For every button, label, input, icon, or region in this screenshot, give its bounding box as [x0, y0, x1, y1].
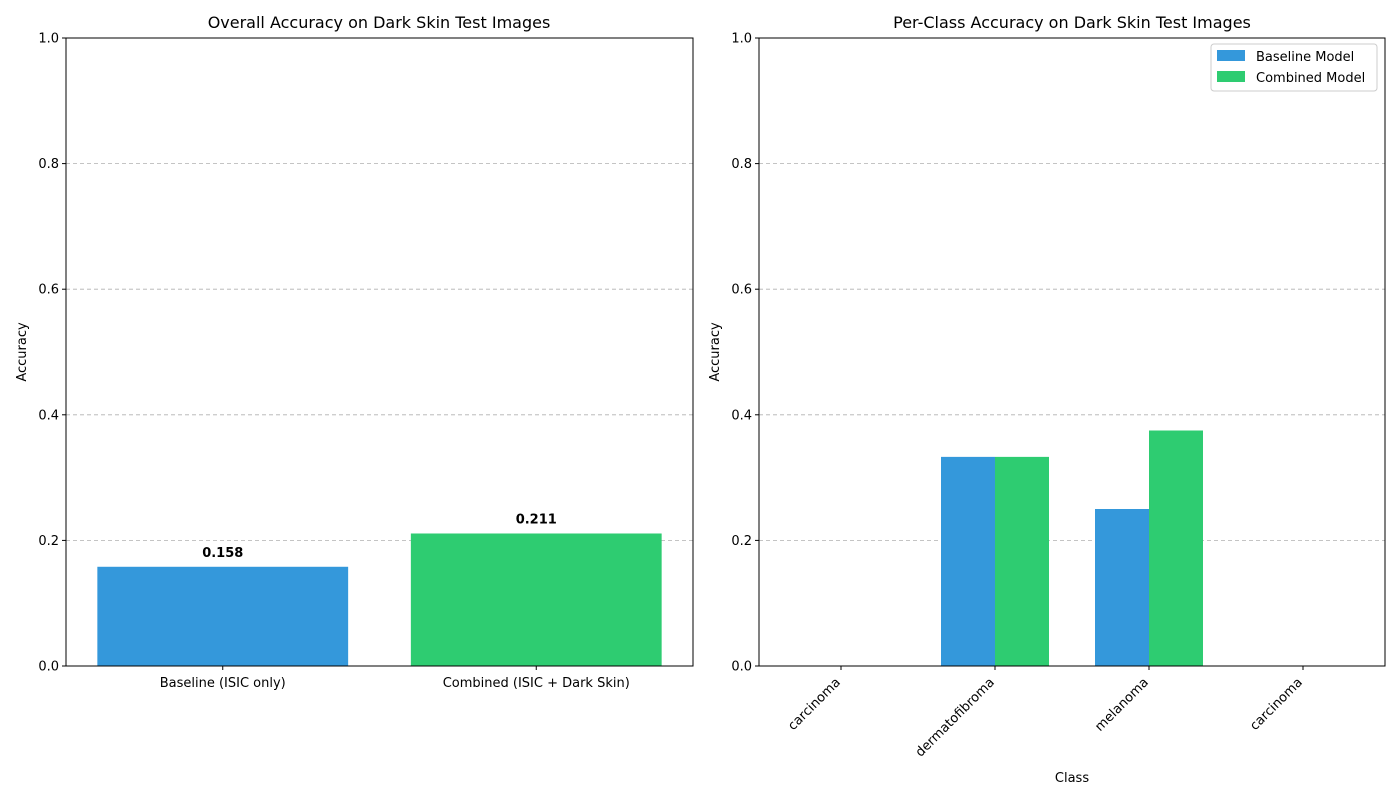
right-x-axis-label: Class	[1055, 771, 1089, 786]
overall-accuracy-bar	[410, 533, 662, 666]
combined-class-bar	[1149, 430, 1203, 666]
combined-class-bar	[995, 456, 1049, 666]
baseline-class-bar	[1095, 509, 1149, 666]
right-y-tick-label: 1.0	[731, 32, 752, 47]
legend: Baseline Model Combined Model	[1210, 43, 1378, 92]
legend-swatch-baseline	[1217, 50, 1245, 61]
left-y-tick-label: 0.8	[38, 157, 59, 172]
baseline-class-bar	[941, 456, 995, 666]
left-y-tick-label: 1.0	[38, 32, 59, 47]
right-y-axis-label: Accuracy	[708, 322, 723, 382]
overall-accuracy-panel: 0.0 0.2 0.4 0.6 0.8 1.0 Baseline (ISIC only) C…	[15, 13, 694, 691]
legend-label-combined: Combined Model	[1256, 71, 1365, 86]
right-y-tick-label: 0.0	[731, 660, 752, 675]
bar-value-label: 0.158	[202, 546, 243, 561]
overall-accuracy-bar	[97, 566, 349, 666]
left-chart-title: Overall Accuracy on Dark Skin Test Image…	[208, 13, 551, 32]
left-y-axis-label: Accuracy	[15, 322, 30, 382]
left-x-tick-label: Baseline (ISIC only)	[160, 676, 286, 691]
right-y-tick-label: 0.8	[731, 157, 752, 172]
right-y-tick-label: 0.4	[731, 408, 752, 423]
left-y-tick-label: 0.2	[38, 534, 59, 549]
legend-box	[1210, 43, 1378, 92]
legend-label-baseline: Baseline Model	[1256, 50, 1354, 65]
left-x-tick-label: Combined (ISIC + Dark Skin)	[443, 676, 630, 691]
right-plot-frame	[758, 37, 1386, 667]
left-y-tick-label: 0.4	[38, 408, 59, 423]
left-y-tick-label: 0.0	[38, 660, 59, 675]
left-plot-frame	[65, 37, 694, 667]
right-chart-title: Per-Class Accuracy on Dark Skin Test Ima…	[893, 13, 1251, 32]
bar-value-label: 0.211	[516, 512, 557, 527]
legend-swatch-combined	[1217, 71, 1245, 82]
right-y-tick-label: 0.6	[731, 283, 752, 298]
right-y-tick-label: 0.2	[731, 534, 752, 549]
left-y-tick-label: 0.6	[38, 283, 59, 298]
